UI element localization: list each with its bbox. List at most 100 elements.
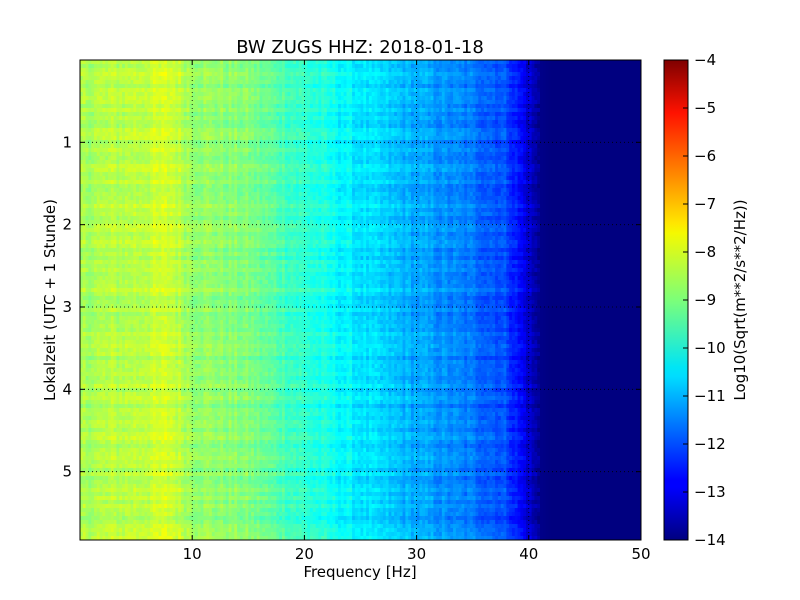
heatmap-cell <box>475 76 479 81</box>
heatmap-cell <box>391 104 395 109</box>
heatmap-cell <box>326 112 331 117</box>
heatmap-cell <box>211 64 216 69</box>
heatmap-cell <box>632 72 636 77</box>
heatmap-cell <box>113 104 118 109</box>
heatmap-cell <box>310 88 314 93</box>
heatmap-cell <box>312 84 317 89</box>
heatmap-cell <box>394 68 398 73</box>
heatmap-cell <box>195 116 199 121</box>
heatmap-cell <box>455 128 460 133</box>
heatmap-cell <box>419 68 423 73</box>
heatmap-cell <box>166 124 171 129</box>
heatmap-cell <box>528 100 533 105</box>
heatmap-cell <box>576 124 580 129</box>
heatmap-cell <box>450 112 454 117</box>
heatmap-cell <box>500 92 505 97</box>
heatmap-cell <box>531 92 536 97</box>
heatmap-cell <box>612 92 617 97</box>
heatmap-cell <box>189 72 193 77</box>
heatmap-cell <box>472 112 477 117</box>
heatmap-cell <box>565 84 569 89</box>
heatmap-cell <box>537 72 541 77</box>
heatmap-cell <box>251 76 255 81</box>
heatmap-cell <box>203 84 207 89</box>
heatmap-cell <box>209 84 213 89</box>
heatmap-cell <box>408 92 412 97</box>
heatmap-cell <box>206 108 210 113</box>
heatmap-cell <box>610 120 614 125</box>
heatmap-cell <box>343 68 348 73</box>
heatmap-cell <box>562 92 566 97</box>
heatmap-cell <box>228 88 233 93</box>
heatmap-cell <box>287 108 291 113</box>
heatmap-cell <box>262 96 266 101</box>
heatmap-cell <box>570 100 575 105</box>
heatmap-cell <box>523 72 527 77</box>
heatmap-cell <box>391 120 395 125</box>
heatmap-cell <box>439 88 443 93</box>
heatmap-cell <box>475 72 479 77</box>
heatmap-cell <box>119 128 123 133</box>
heatmap-cell <box>402 80 406 85</box>
heatmap-cell <box>511 72 516 77</box>
heatmap-cell <box>410 72 415 77</box>
heatmap-cell <box>593 76 597 81</box>
heatmap-cell <box>349 80 353 85</box>
heatmap-cell <box>136 120 140 125</box>
heatmap-cell <box>503 72 507 77</box>
heatmap-cell <box>332 84 336 89</box>
heatmap-cell <box>525 96 530 101</box>
heatmap-cell <box>338 80 342 85</box>
heatmap-cell <box>531 76 536 81</box>
heatmap-cell <box>497 84 502 89</box>
heatmap-cell <box>542 84 547 89</box>
heatmap-cell <box>509 72 513 77</box>
heatmap-cell <box>228 80 233 85</box>
heatmap-cell <box>447 128 451 133</box>
heatmap-cell <box>279 108 283 113</box>
heatmap-cell <box>332 124 336 129</box>
heatmap-cell <box>352 76 356 81</box>
heatmap-cell <box>315 100 320 105</box>
heatmap-cell <box>528 76 533 81</box>
heatmap-cell <box>85 60 90 65</box>
heatmap-cell <box>509 64 513 69</box>
heatmap-cell <box>150 104 154 109</box>
heatmap-cell <box>587 60 592 65</box>
heatmap-cell <box>517 104 521 109</box>
heatmap-cell <box>166 68 171 73</box>
heatmap-cell <box>119 100 123 105</box>
heatmap-cell <box>601 96 606 101</box>
heatmap-cell <box>427 112 432 117</box>
heatmap-cell <box>186 112 190 117</box>
heatmap-cell <box>211 60 216 65</box>
heatmap-cell <box>164 128 168 133</box>
heatmap-cell <box>416 104 421 109</box>
heatmap-cell <box>565 128 569 133</box>
heatmap-cell <box>169 124 174 129</box>
heatmap-cell <box>234 68 238 73</box>
heatmap-cell <box>192 100 196 105</box>
heatmap-cell <box>346 68 350 73</box>
heatmap-cell <box>206 96 210 101</box>
heatmap-cell <box>318 76 322 81</box>
heatmap-cell <box>444 92 449 97</box>
heatmap-cell <box>133 60 137 65</box>
heatmap-cell <box>338 76 342 81</box>
heatmap-cell <box>453 96 457 101</box>
heatmap-cell <box>220 72 224 77</box>
heatmap-cell <box>180 84 185 89</box>
heatmap-cell <box>279 76 283 81</box>
heatmap-cell <box>596 92 600 97</box>
heatmap-cell <box>537 128 541 133</box>
heatmap-cell <box>615 76 620 81</box>
heatmap-cell <box>164 116 168 121</box>
heatmap-cell <box>340 84 345 89</box>
heatmap-cell <box>427 80 432 85</box>
heatmap-cell <box>413 88 418 93</box>
heatmap-cell <box>467 80 471 85</box>
heatmap-cell <box>315 68 320 73</box>
heatmap-cell <box>343 88 348 93</box>
heatmap-cell <box>192 104 196 109</box>
heatmap-cell <box>604 76 608 81</box>
